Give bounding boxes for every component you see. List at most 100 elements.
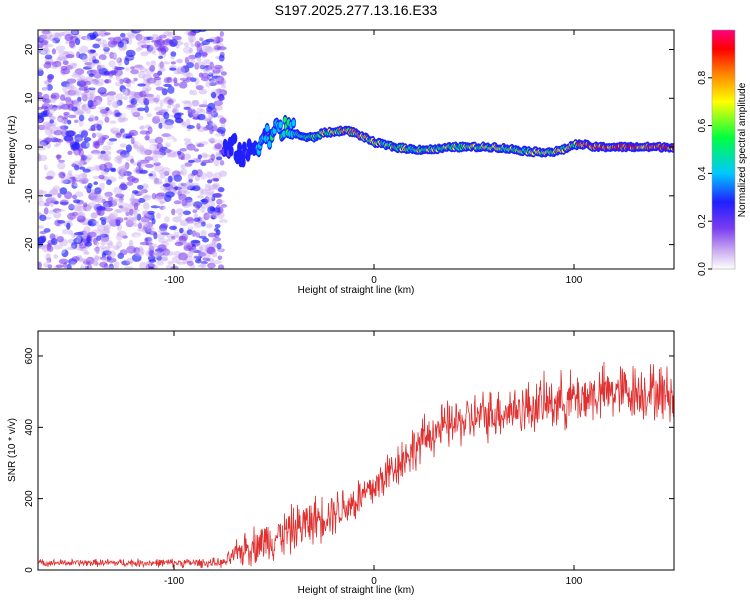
noise-speckle [88,87,96,91]
noise-speckle [171,151,178,158]
noise-speckle [124,162,130,170]
noise-speckle [144,87,149,96]
snr-x-axis-label: Height of straight line (km) [298,585,415,596]
noise-speckle [160,230,169,236]
noise-speckle [79,166,86,170]
noise-speckle [38,154,42,162]
noise-speckle [47,196,57,203]
noise-speckle [97,89,106,94]
noise-speckle [84,80,92,86]
noise-speckle [57,162,66,170]
noise-speckle [100,170,109,176]
noise-speckle [146,223,152,230]
noise-speckle [91,198,99,203]
noise-speckle [94,254,99,262]
noise-speckle [144,135,150,141]
noise-speckle [44,193,53,198]
noise-speckle [40,141,47,149]
noise-speckle [126,104,136,108]
noise-speckle [72,204,82,212]
noise-speckle [98,174,105,180]
noise-speckle [99,182,105,191]
noise-speckle [209,138,215,144]
noise-speckle [218,95,226,101]
noise-speckle [148,97,156,104]
noise-speckle [125,135,133,139]
noise-speckle [126,181,134,186]
noise-speckle [201,51,208,58]
noise-speckle [71,256,80,262]
noise-speckle [63,97,72,102]
noise-speckle [200,262,207,269]
noise-speckle [159,205,166,210]
noise-speckle [137,71,146,79]
noise-speckle [195,204,200,209]
noise-speckle [172,186,182,190]
noise-speckle [115,132,122,138]
noise-speckle [142,210,149,214]
noise-speckle [148,266,154,269]
y-tick-label: 0 [24,567,35,573]
colorbar-tick-label: 0.0 [697,262,708,276]
noise-speckle [139,125,145,131]
noise-speckle [218,54,225,62]
y-tick-label: 400 [24,419,35,436]
noise-speckle [129,208,134,216]
noise-speckle [162,248,170,256]
noise-speckle [88,117,94,122]
noise-speckle [212,68,220,74]
colorbar-tick-label: 0.4 [697,166,708,180]
noise-speckle [155,97,160,105]
noise-speckle [63,91,73,98]
noise-speckle [193,213,198,219]
noise-speckle [67,89,77,96]
noise-speckle [163,234,169,242]
ridge-mark [282,130,286,138]
noise-speckle [187,35,196,43]
noise-speckle [107,141,114,146]
noise-speckle [138,188,145,195]
noise-speckle [83,202,88,208]
noise-speckle [38,261,42,269]
noise-speckle [107,91,117,96]
noise-speckle [207,102,216,110]
noise-speckle [130,98,138,105]
noise-speckle [137,150,144,158]
noise-speckle [99,109,109,114]
noise-speckle [206,187,215,195]
noise-speckle [176,163,182,167]
noise-speckle [144,237,149,243]
noise-speckle [125,49,136,58]
noise-speckle [98,58,103,66]
noise-speckle [102,43,110,50]
noise-speckle [116,155,122,161]
noise-speckle [181,198,188,207]
noise-speckle [200,207,206,213]
noise-speckle [210,111,219,118]
noise-speckle [106,94,115,103]
noise-speckle [185,217,193,222]
noise-speckle [155,86,164,91]
noise-speckle [166,151,172,158]
noise-speckle [103,51,110,55]
noise-speckle [100,38,110,44]
noise-speckle [159,61,164,69]
noise-speckle [178,252,188,261]
noise-speckle [80,264,85,269]
noise-speckle [94,116,99,121]
noise-speckle [82,161,88,165]
noise-speckle [208,122,217,127]
noise-speckle [53,166,61,171]
noise-speckle [204,46,214,54]
noise-speckle [140,125,146,130]
noise-speckle [162,183,171,188]
noise-speckle [58,159,65,163]
noise-speckle [221,122,226,129]
noise-speckle [169,187,176,192]
noise-speckle [213,45,221,51]
noise-speckle [108,60,116,68]
noise-speckle [68,62,77,69]
noise-speckle [95,246,100,254]
noise-speckle [196,195,204,199]
noise-speckle [132,112,141,116]
